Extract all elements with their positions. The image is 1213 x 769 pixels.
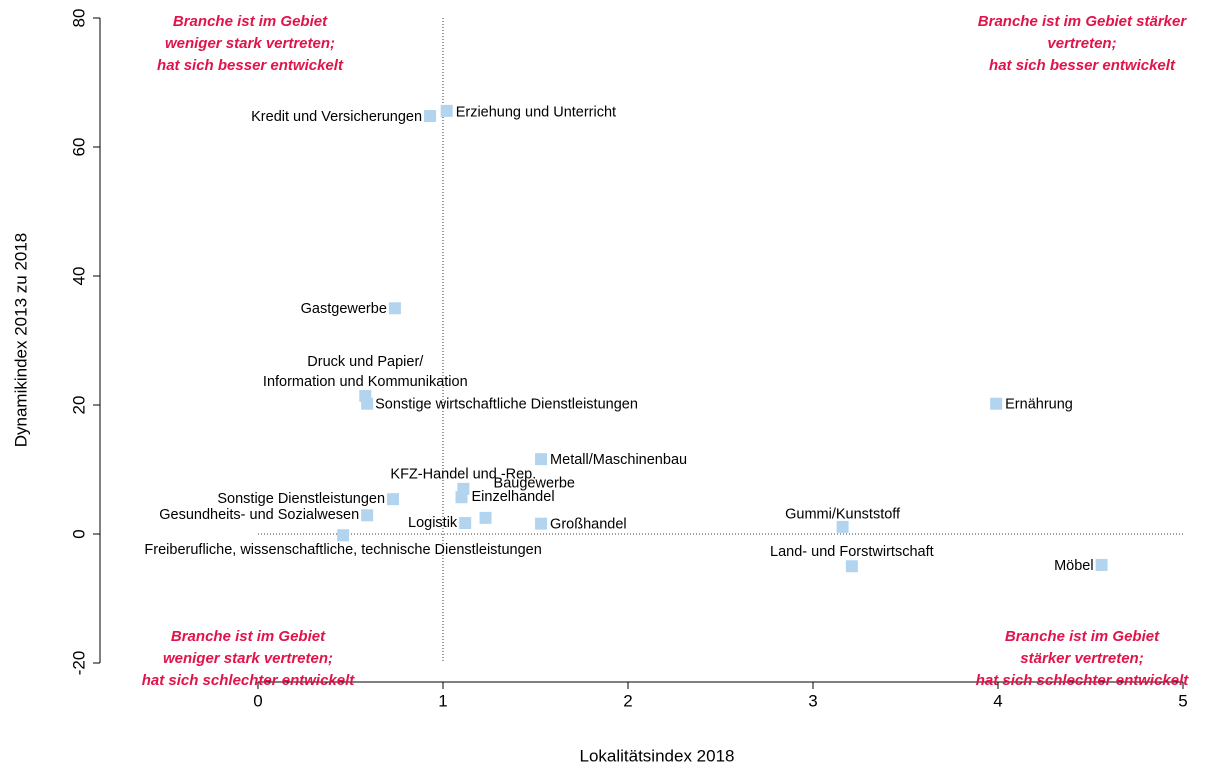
point	[337, 529, 350, 542]
point	[459, 517, 472, 530]
point-label: Gummi/Kunststoff	[785, 507, 901, 523]
point-label: KFZ-Handel und -Rep.	[390, 467, 536, 483]
point	[361, 509, 374, 522]
y-tick-label: 80	[69, 9, 88, 28]
y-tick-label: 60	[69, 138, 88, 157]
point-label: Logistik	[408, 515, 458, 531]
point	[1095, 558, 1108, 571]
quadrant-annotation: Branche ist im Gebiet	[173, 13, 328, 30]
point	[388, 302, 401, 315]
quadrant-annotation: Branche ist im Gebiet	[1005, 628, 1160, 645]
x-tick-label: 1	[438, 691, 447, 710]
point	[455, 491, 468, 504]
point-label: Gastgewerbe	[301, 301, 387, 317]
y-tick-label: 40	[69, 267, 88, 286]
point	[990, 397, 1003, 410]
x-tick-label: 2	[623, 691, 632, 710]
quadrant-annotation: vertreten;	[1047, 35, 1116, 52]
point-label: Großhandel	[550, 517, 627, 533]
point-label: Land- und Forstwirtschaft	[770, 544, 934, 560]
x-tick-label: 0	[253, 691, 262, 710]
point	[424, 110, 437, 123]
point-label: Kredit und Versicherungen	[251, 109, 422, 125]
y-tick-label: -20	[69, 651, 88, 676]
quadrant-annotation: Branche ist im Gebiet	[171, 628, 326, 645]
point	[479, 511, 492, 524]
quadrant-annotation: weniger stark vertreten;	[165, 35, 335, 52]
point-label: Einzelhandel	[472, 489, 555, 505]
point-label: Metall/Maschinenbau	[550, 452, 687, 468]
quadrant-annotation: hat sich besser entwickelt	[157, 57, 344, 74]
point	[387, 493, 400, 506]
x-tick-label: 3	[808, 691, 817, 710]
x-tick-label: 5	[1178, 691, 1187, 710]
y-tick-label: 20	[69, 396, 88, 415]
quadrant-annotation: hat sich besser entwickelt	[989, 57, 1176, 74]
point	[845, 560, 858, 573]
point	[440, 104, 453, 117]
quadrant-annotation: weniger stark vertreten;	[163, 650, 333, 667]
y-tick-label: 0	[69, 529, 88, 538]
point-label: Information und Kommunikation	[263, 374, 468, 390]
quadrant-annotation: stärker vertreten;	[1020, 650, 1143, 667]
point-label: Sonstige wirtschaftliche Dienstleistunge…	[375, 397, 638, 413]
point-label: Druck und Papier/	[307, 354, 424, 370]
point	[535, 453, 548, 466]
point-label: Sonstige Dienstleistungen	[217, 491, 385, 507]
point	[836, 520, 849, 533]
quadrant-annotation: Branche ist im Gebiet stärker	[978, 13, 1188, 30]
x-axis-title: Lokalitätsindex 2018	[579, 746, 734, 765]
point-label: Baugewerbe	[494, 476, 575, 492]
x-tick-label: 4	[993, 691, 1002, 710]
point-label: Ernährung	[1005, 397, 1073, 413]
point-label: Möbel	[1054, 558, 1094, 574]
point	[535, 517, 548, 530]
point-label: Freiberufliche, wissenschaftliche, techn…	[144, 542, 541, 558]
point	[361, 397, 374, 410]
y-axis-title: Dynamikindex 2013 zu 2018	[11, 233, 30, 448]
quadrant-annotation: hat sich schlechter entwickelt	[142, 672, 356, 689]
point-label: Erziehung und Unterricht	[456, 105, 616, 121]
point-label: Gesundheits- und Sozialwesen	[159, 507, 359, 523]
quadrant-annotation: hat sich schlechter entwickelt	[976, 672, 1190, 689]
